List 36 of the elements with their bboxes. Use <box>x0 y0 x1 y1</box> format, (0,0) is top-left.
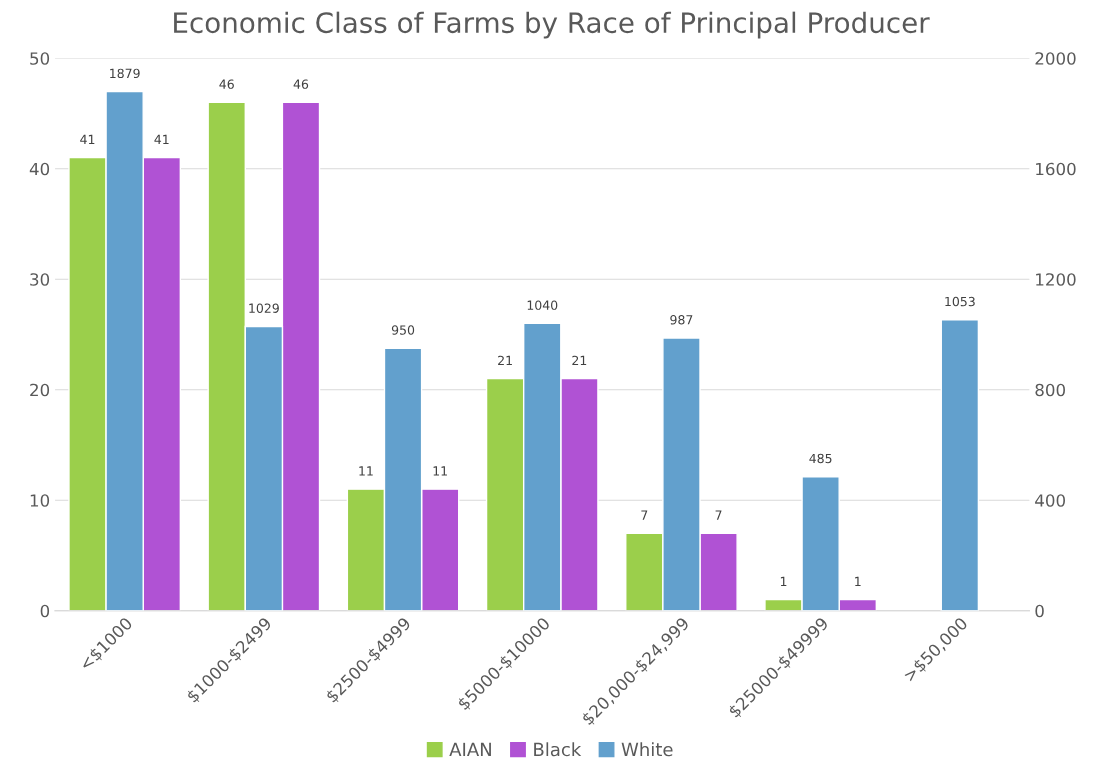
y2-tick-label: 0 <box>1035 604 1044 618</box>
y2-tick-label: 400 <box>1035 494 1065 507</box>
y-tick-label: 0 <box>40 604 50 618</box>
data-label: 11 <box>433 466 447 476</box>
data-label: 46 <box>219 79 234 89</box>
legend-label: AIAN <box>449 742 491 756</box>
legend-label: White <box>621 742 673 757</box>
y2-tick-label: 2000 <box>1035 52 1076 65</box>
data-label: 1040 <box>527 300 558 310</box>
data-label: 21 <box>498 355 512 365</box>
data-label: 46 <box>293 79 309 89</box>
data-label: 1053 <box>945 296 975 307</box>
data-label: 485 <box>809 453 832 464</box>
y-tick-label: 20 <box>30 383 50 397</box>
y2-tick-label: 1600 <box>1036 162 1076 176</box>
chart-title: Economic Class of Farms by Race of Principal Producer <box>174 11 930 39</box>
data-label: 950 <box>391 325 415 335</box>
data-label: 11 <box>359 466 373 476</box>
y-tick-label: 40 <box>29 162 50 176</box>
data-label: 1029 <box>249 303 279 313</box>
y2-tick-label: 800 <box>1035 383 1065 397</box>
bar <box>940 319 980 611</box>
y2-tick-label: 1200 <box>1036 273 1076 286</box>
data-label: 7 <box>641 510 648 520</box>
data-label: 1879 <box>110 68 140 79</box>
y-tick-label: 10 <box>30 494 50 507</box>
data-label: 41 <box>80 134 95 144</box>
y-tick-label: 30 <box>30 273 50 286</box>
data-label: 987 <box>670 315 693 325</box>
y-tick-label: 50 <box>30 52 50 65</box>
data-label: 21 <box>572 355 587 365</box>
legend-label: Black <box>534 742 582 757</box>
data-label: 7 <box>715 510 722 520</box>
data-label: 1 <box>780 576 787 586</box>
data-label: 1 <box>855 576 861 586</box>
data-label: 41 <box>154 134 169 144</box>
